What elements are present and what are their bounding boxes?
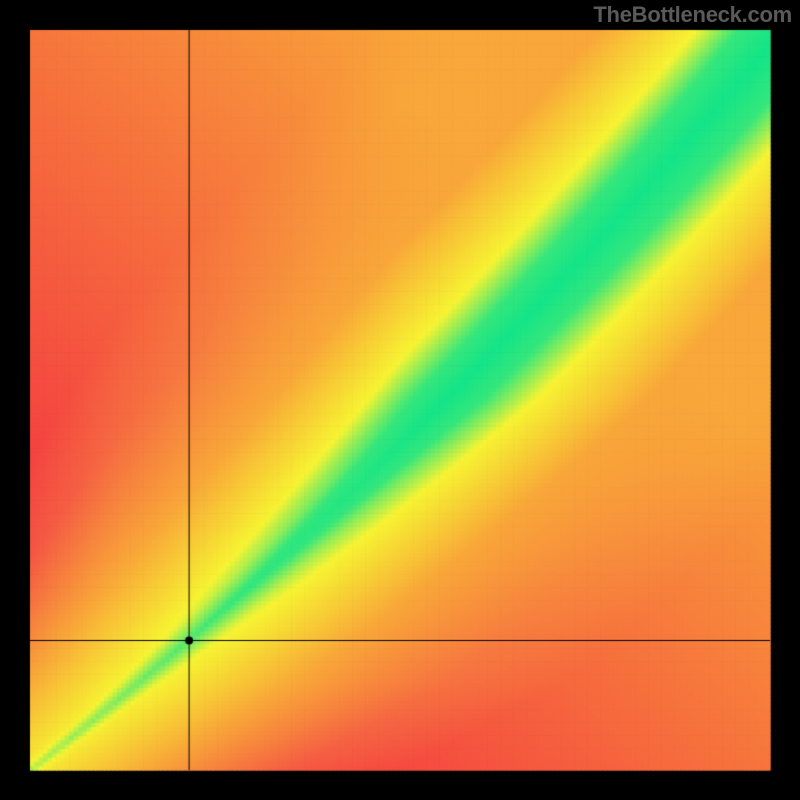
bottleneck-heatmap-canvas — [0, 0, 800, 800]
chart-root: TheBottleneck.com — [0, 0, 800, 800]
watermark-text: TheBottleneck.com — [593, 2, 792, 28]
